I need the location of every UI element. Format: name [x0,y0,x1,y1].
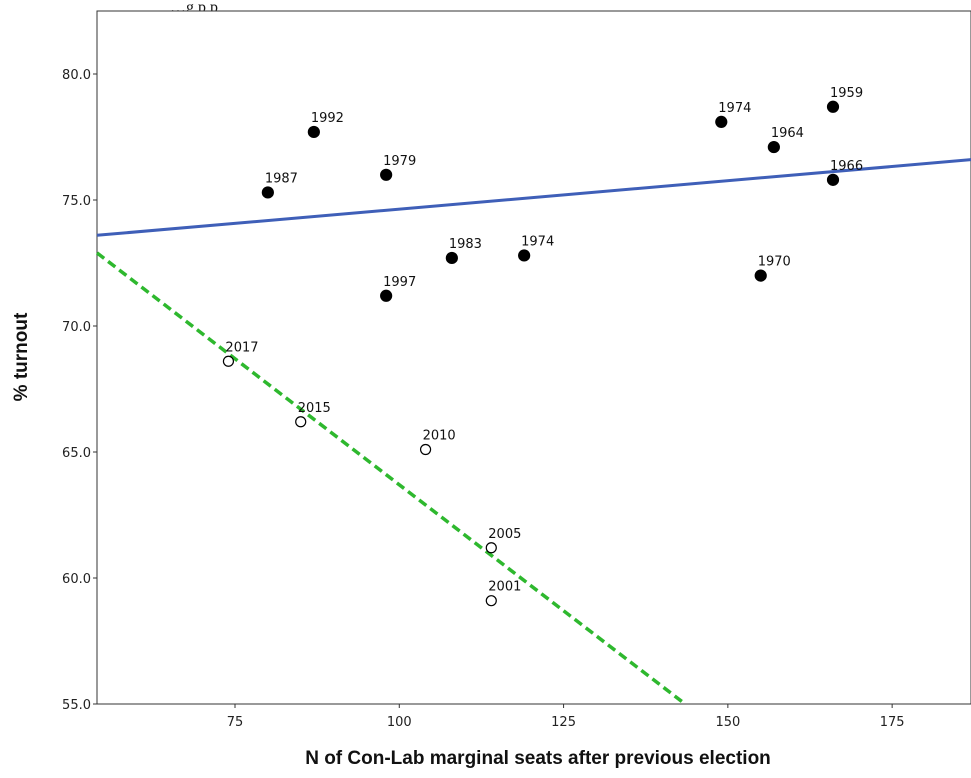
point-filled [715,115,728,128]
point-filled [518,249,531,262]
point-filled [826,100,840,113]
point-filled [826,173,840,186]
point-hollow [485,542,497,554]
y-tick-label: 60.0 [62,572,91,587]
x-tick-label: 175 [880,715,905,730]
point-label: 1959 [830,86,863,101]
fit-line-solid [96,158,971,237]
point-filled [767,140,780,154]
x-axis: 75 100 125 150 175 [227,704,905,730]
point-label: 2015 [298,401,331,416]
x-axis-title: N of Con-Lab marginal seats after previo… [305,748,771,769]
point-label: 1974 [521,234,554,249]
data-points: 1959 1964 1966 1970 1974 1974 1979 1983 1987 1992… [222,86,863,607]
fit-line-dashed [95,251,687,706]
point-label: 1964 [771,126,804,141]
point-filled [754,269,767,282]
point-label: 1966 [830,159,863,174]
point-hollow [485,595,497,607]
point-label: 1983 [449,237,482,252]
y-tick-label: 55.0 [62,698,91,713]
point-label: 2005 [488,527,521,542]
point-label: 1992 [311,111,344,126]
y-tick-label: 80.0 [62,68,91,83]
point-filled [307,125,320,139]
point-label: 2017 [225,340,258,355]
point-label: 1970 [758,255,791,270]
point-label: 1974 [718,101,751,116]
point-label: 1979 [383,154,416,169]
y-axis: 55.0 60.0 65.0 70.0 75.0 80.0 [62,68,97,713]
point-filled [261,186,274,199]
point-filled [380,168,393,181]
point-filled [380,289,393,302]
x-tick-label: 125 [551,715,576,730]
point-filled [445,251,458,265]
x-tick-label: 100 [387,715,412,730]
point-label: 1997 [383,275,416,290]
point-label: 2010 [423,428,456,443]
x-tick-label: 75 [227,715,244,730]
y-axis-title: % turnout [11,312,32,401]
fit-lines [95,158,971,706]
x-tick-label: 150 [715,715,740,730]
point-hollow [295,416,307,428]
y-tick-label: 75.0 [62,194,91,209]
point-hollow [419,443,432,456]
point-hollow [222,355,235,367]
point-label: 2001 [488,580,521,595]
y-tick-label: 65.0 [62,446,91,461]
y-tick-label: 70.0 [62,320,91,335]
point-label: 1987 [265,171,298,186]
